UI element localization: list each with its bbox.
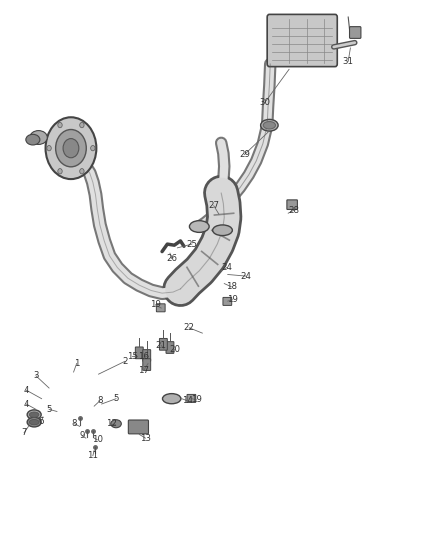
Text: 5: 5 (46, 405, 52, 414)
FancyBboxPatch shape (128, 420, 148, 434)
Text: 7: 7 (21, 429, 27, 437)
Text: 5: 5 (113, 394, 119, 403)
Text: 26: 26 (166, 254, 177, 263)
Text: 17: 17 (138, 366, 149, 375)
Ellipse shape (111, 420, 121, 427)
FancyBboxPatch shape (159, 338, 167, 350)
FancyBboxPatch shape (267, 14, 337, 67)
Text: 8: 8 (72, 419, 77, 428)
Text: 12: 12 (106, 419, 117, 428)
Text: 13: 13 (140, 434, 151, 442)
FancyBboxPatch shape (287, 200, 297, 209)
Text: 28: 28 (289, 206, 300, 214)
Text: 21: 21 (155, 341, 167, 350)
Circle shape (46, 117, 96, 179)
Text: 10: 10 (92, 435, 103, 444)
FancyBboxPatch shape (187, 394, 196, 402)
Text: 29: 29 (239, 150, 250, 159)
Text: 27: 27 (208, 201, 219, 210)
FancyBboxPatch shape (223, 297, 232, 305)
Text: 16: 16 (138, 352, 149, 360)
Ellipse shape (190, 221, 209, 232)
Text: 19: 19 (150, 301, 161, 309)
Text: 25: 25 (186, 240, 198, 248)
FancyBboxPatch shape (166, 342, 174, 353)
Text: 4: 4 (24, 386, 29, 394)
FancyBboxPatch shape (143, 359, 151, 370)
Text: 1: 1 (74, 359, 79, 368)
Ellipse shape (29, 412, 39, 417)
Text: 24: 24 (240, 272, 252, 280)
Ellipse shape (26, 134, 40, 145)
Ellipse shape (27, 410, 41, 419)
Text: 8: 8 (97, 397, 102, 405)
FancyBboxPatch shape (135, 347, 143, 359)
FancyBboxPatch shape (143, 350, 151, 361)
Ellipse shape (162, 393, 181, 404)
Circle shape (80, 168, 84, 174)
Circle shape (63, 139, 79, 158)
FancyBboxPatch shape (350, 27, 361, 38)
Text: 2: 2 (122, 357, 127, 366)
Ellipse shape (263, 122, 276, 129)
Text: 22: 22 (184, 324, 195, 332)
Text: 15: 15 (127, 352, 138, 360)
Circle shape (80, 123, 84, 128)
Text: 9: 9 (80, 432, 85, 440)
Circle shape (91, 146, 95, 151)
Text: 6: 6 (39, 417, 44, 425)
Circle shape (58, 123, 62, 128)
Text: 3: 3 (33, 372, 39, 380)
Text: 30: 30 (259, 98, 271, 107)
Text: 18: 18 (226, 282, 237, 291)
Text: 11: 11 (87, 451, 99, 460)
Ellipse shape (30, 131, 47, 144)
FancyBboxPatch shape (156, 304, 165, 312)
Circle shape (47, 146, 51, 151)
Text: 19: 19 (191, 395, 201, 404)
Circle shape (58, 168, 62, 174)
Text: 31: 31 (343, 57, 354, 66)
Ellipse shape (29, 419, 39, 425)
Text: 19: 19 (227, 295, 237, 304)
Text: 4: 4 (24, 400, 29, 408)
Text: 20: 20 (170, 345, 181, 353)
Circle shape (56, 130, 86, 167)
Text: 14: 14 (182, 397, 193, 405)
Ellipse shape (261, 119, 278, 131)
Ellipse shape (27, 417, 41, 427)
Text: 24: 24 (221, 263, 233, 272)
Ellipse shape (213, 225, 232, 236)
